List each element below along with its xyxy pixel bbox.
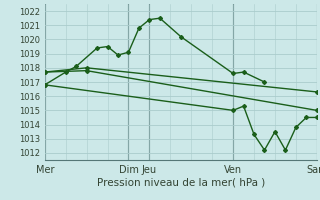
X-axis label: Pression niveau de la mer( hPa ): Pression niveau de la mer( hPa ) xyxy=(97,178,265,188)
